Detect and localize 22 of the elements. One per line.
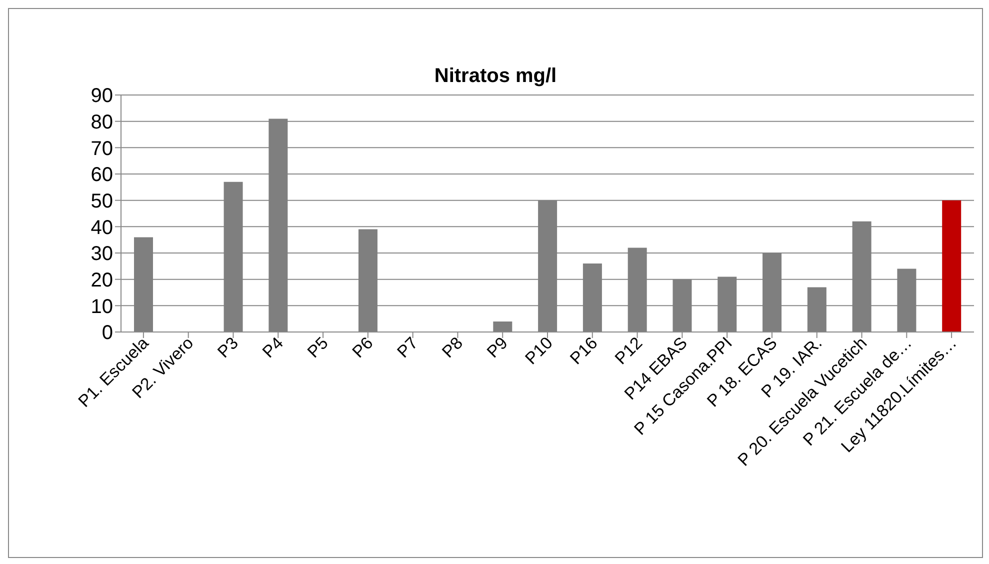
- x-tick-label: P4: [258, 333, 287, 362]
- x-tick-label: P10: [522, 333, 556, 368]
- x-tick-label: P5: [304, 333, 332, 362]
- y-tick-label: 90: [90, 85, 113, 108]
- x-tick-label: P16: [566, 333, 602, 368]
- y-tick-label: 0: [102, 322, 113, 344]
- y-tick-label: 40: [90, 216, 113, 239]
- y-tick-label: 60: [90, 164, 113, 186]
- chart-title: Nitratos mg/l: [434, 65, 557, 87]
- y-tick-label: 10: [90, 296, 113, 318]
- x-tick-label: P6: [348, 333, 377, 362]
- x-tick-label: P9: [483, 333, 512, 362]
- y-tick-label: 50: [90, 190, 113, 212]
- x-tick-label: P7: [394, 333, 422, 362]
- y-tick-label: 20: [90, 269, 113, 292]
- x-tick-label: P8: [438, 333, 467, 362]
- y-tick-label: 80: [90, 111, 113, 134]
- bar: [942, 200, 962, 332]
- x-tick-label: P12: [611, 333, 646, 368]
- x-tick-label: P3: [214, 333, 242, 362]
- y-tick-label: 70: [90, 138, 113, 160]
- y-tick-label: 30: [90, 243, 113, 266]
